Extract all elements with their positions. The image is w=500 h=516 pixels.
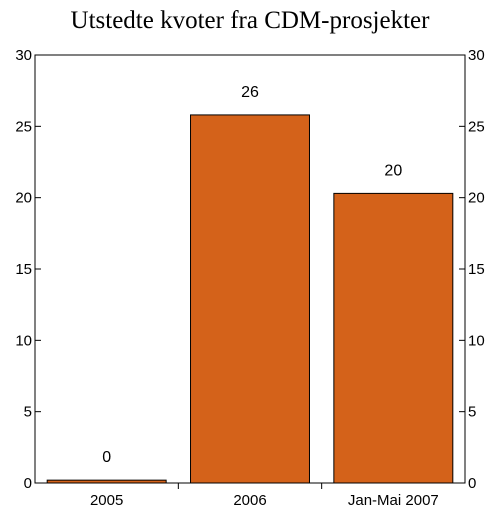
axis-ticks [35, 54, 465, 489]
bar [190, 114, 310, 484]
bar [46, 479, 167, 484]
y-tick-label-left: 25 [15, 118, 32, 135]
y-tick-label-right: 30 [468, 47, 485, 64]
y-tick-label-left: 15 [15, 261, 32, 278]
y-tick-label-left: 5 [24, 404, 32, 421]
chart-title: Utstedte kvoter fra CDM-prosjekter [71, 7, 431, 34]
y-tick-label-left: 30 [15, 47, 32, 64]
data-label: 0 [102, 449, 111, 466]
y-tick-label-left: 10 [15, 332, 32, 349]
x-tick-label: 2006 [233, 492, 266, 509]
y-tick-label-right: 20 [468, 190, 485, 207]
bars [46, 114, 454, 484]
bar [333, 192, 454, 484]
y-tick-label-left: 20 [15, 190, 32, 207]
y-tick-label-right: 25 [468, 118, 485, 135]
y-tick-label-left: 0 [24, 475, 32, 492]
y-tick-label-right: 5 [468, 404, 476, 421]
y-tick-label-right: 15 [468, 261, 485, 278]
data-label: 26 [241, 84, 259, 101]
x-tick-label: Jan-Mai 2007 [348, 492, 439, 509]
data-label: 20 [384, 162, 402, 179]
labels: 0 0 5 5 10 10 15 15 20 20 25 25 30 30 0 2005 26 2006 20 Jan… [15, 47, 484, 509]
y-tick-label-right: 10 [468, 332, 485, 349]
x-tick-label: 2005 [90, 492, 123, 509]
y-tick-label-right: 0 [468, 475, 476, 492]
